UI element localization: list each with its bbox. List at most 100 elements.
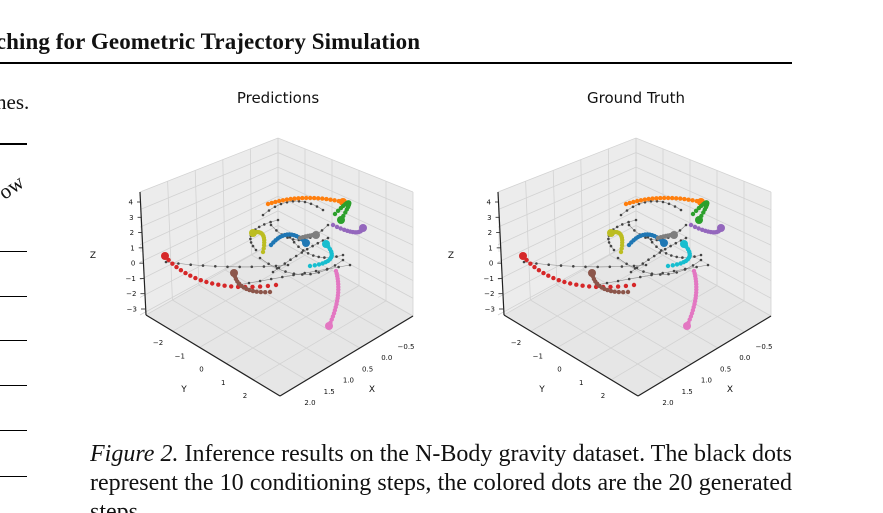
generated-dot — [562, 279, 567, 285]
z-tick-label: 3 — [129, 214, 133, 222]
conditioning-dot — [276, 218, 280, 222]
conditioning-dot — [271, 270, 275, 274]
generated-dot — [269, 200, 274, 206]
conditioning-dot — [522, 260, 526, 264]
y-tick-label: 0 — [557, 366, 561, 374]
trajectory-endpoint — [359, 224, 367, 232]
generated-dot — [261, 246, 266, 251]
z-tick-label: 4 — [129, 199, 134, 207]
conditioning-dot — [301, 249, 305, 252]
generated-dot — [670, 195, 675, 201]
conditioning-dot — [269, 223, 273, 227]
trajectory-endpoint — [683, 322, 691, 330]
generated-dot — [631, 199, 636, 205]
left-text-fragment-2: ow — [0, 169, 29, 205]
conditioning-dot — [684, 267, 687, 271]
conditioning-dot — [675, 255, 678, 259]
conditioning-dot — [664, 252, 668, 255]
conditioning-dot — [616, 279, 620, 283]
conditioning-dot — [615, 225, 619, 229]
trajectory-brown — [588, 269, 631, 295]
generated-dot — [188, 273, 193, 278]
y-tick-label: 2 — [601, 392, 605, 400]
conditioning-dot — [309, 272, 312, 276]
grid-line — [525, 181, 531, 301]
conditioning-dot — [312, 254, 315, 257]
conditioning-dot — [684, 223, 688, 227]
generated-dot — [678, 261, 683, 266]
generated-dot — [263, 290, 268, 295]
conditioning-dot — [695, 265, 698, 269]
conditioning-dot — [326, 223, 330, 227]
conditioning-dot — [283, 262, 287, 265]
grid-line — [172, 299, 307, 381]
conditioning-dot — [607, 237, 610, 241]
conditioning-dot — [633, 229, 636, 232]
trajectory-pink — [325, 268, 341, 330]
table-rule — [0, 143, 27, 145]
conditioning-dot — [667, 272, 670, 276]
x-tick-label: 1.5 — [682, 388, 693, 396]
conditioning-dot — [655, 199, 659, 203]
generated-dot — [662, 195, 667, 201]
generated-dot — [277, 198, 282, 204]
running-head: tching for Geometric Trajectory Simulati… — [0, 26, 792, 64]
trajectory-endpoint — [161, 252, 169, 260]
trajectory-endpoint — [325, 322, 333, 330]
generated-dot — [670, 263, 675, 268]
x-tick-label: 1.0 — [701, 377, 712, 385]
conditioning-dot — [634, 218, 638, 222]
generated-dot — [258, 289, 263, 295]
trajectory-endpoint — [249, 229, 257, 237]
conditioning-dot — [669, 244, 672, 248]
generated-dot — [343, 210, 348, 215]
generated-dot — [284, 197, 289, 202]
conditioning-dot — [629, 270, 633, 274]
conditioning-dot — [284, 270, 287, 273]
generated-dot — [204, 279, 209, 285]
conditioning-dot — [341, 253, 345, 257]
generated-dot — [674, 196, 679, 201]
conditioning-dot — [675, 271, 678, 274]
generated-dot — [635, 198, 640, 204]
trajectory-gray — [655, 231, 678, 241]
generated-dot — [320, 196, 325, 201]
y-axis-label: Y — [538, 385, 545, 395]
trajectory-endpoint — [322, 240, 330, 248]
conditioning-dot — [226, 265, 229, 269]
conditioning-dot — [303, 200, 307, 204]
conditioning-dot — [661, 200, 665, 204]
conditioning-dot — [644, 236, 647, 239]
generated-dot — [618, 249, 624, 255]
z-axis-line — [497, 191, 505, 316]
conditioning-dot — [621, 223, 624, 226]
ground-truth-3d-plot: Ground Truth 4 3 2 1 0 −1 −2 −3 Z −2 −1 0 1 2 Y −0.5 0.0 0… — [448, 89, 773, 407]
generated-dot — [693, 208, 699, 213]
z-tick-label: −1 — [126, 275, 136, 283]
conditioning-dot — [286, 263, 290, 267]
running-title: tching for Geometric Trajectory Simulati… — [0, 29, 421, 54]
trajectory-endpoint — [588, 269, 596, 277]
conditioning-dot — [316, 241, 320, 245]
conditioning-dot — [309, 202, 313, 206]
conditioning-dot — [267, 262, 270, 266]
generated-dot — [608, 284, 613, 290]
generated-dot — [261, 243, 267, 248]
conditioning-dot — [177, 262, 180, 265]
y-tick-label: −2 — [511, 339, 521, 347]
conditioning-dot — [261, 213, 265, 217]
generated-dot — [688, 222, 694, 228]
generated-dot — [334, 224, 340, 230]
conditioning-dot — [315, 205, 319, 208]
conditioning-dot — [663, 247, 667, 251]
panel-title: Predictions — [237, 89, 320, 107]
y-tick-label: −2 — [153, 339, 163, 347]
conditioning-dot — [323, 256, 326, 259]
grid-line — [610, 300, 745, 381]
conditioning-dot — [303, 271, 306, 275]
trajectory-green — [690, 200, 710, 224]
generated-dot — [247, 287, 252, 293]
generated-dot — [612, 289, 617, 294]
conditioning-dot — [693, 255, 696, 258]
generated-dot — [686, 197, 691, 202]
